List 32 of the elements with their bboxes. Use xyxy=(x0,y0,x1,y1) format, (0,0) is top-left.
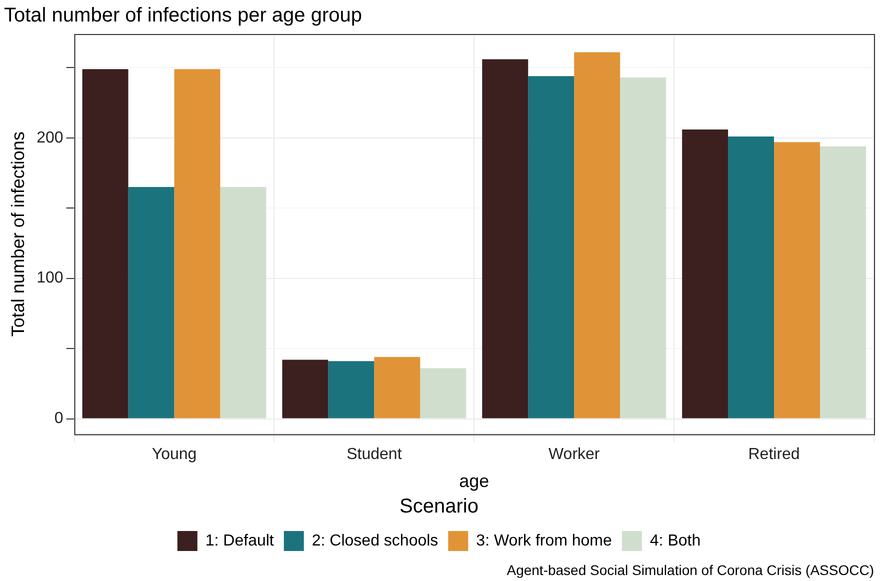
bar xyxy=(282,360,328,418)
bar xyxy=(774,142,820,418)
bar xyxy=(728,136,774,418)
bar xyxy=(82,69,128,418)
x-tick-label: Young xyxy=(152,446,197,464)
bar xyxy=(174,69,220,418)
y-tick-label: 100 xyxy=(36,270,64,287)
bar xyxy=(574,52,620,418)
legend-label: 2: Closed schools xyxy=(312,532,438,550)
legend-label: 1: Default xyxy=(205,532,274,550)
legend-label: 3: Work from home xyxy=(476,532,612,550)
bar xyxy=(482,59,528,418)
bar xyxy=(374,356,420,418)
y-axis-title: Total number of infections xyxy=(8,132,28,337)
text: Agent-based Social Simulation of Corona Crisis (ASSOCC) xyxy=(506,562,874,578)
legend-label: 4: Both xyxy=(650,532,701,550)
bar xyxy=(420,368,466,418)
bar xyxy=(328,361,374,418)
bar xyxy=(128,187,174,418)
bar xyxy=(528,76,574,418)
bar xyxy=(820,146,866,418)
legend-title: Scenario xyxy=(400,496,478,518)
bar xyxy=(682,129,728,418)
x-tick-label: Student xyxy=(346,446,402,464)
y-tick-label: 200 xyxy=(36,129,64,146)
bar xyxy=(620,78,666,418)
bar xyxy=(220,187,266,418)
x-tick-label: Worker xyxy=(548,446,600,464)
y-tick-label: 0 xyxy=(54,410,64,428)
x-axis-title: age xyxy=(459,471,490,492)
x-tick-label: Retired xyxy=(748,446,800,464)
chart-title: Total number of infections per age group xyxy=(4,4,362,27)
